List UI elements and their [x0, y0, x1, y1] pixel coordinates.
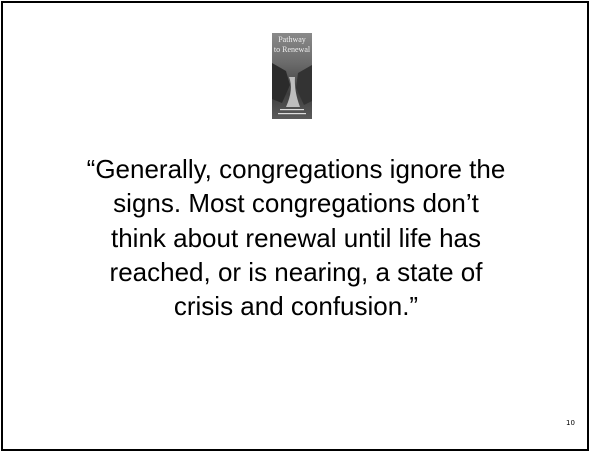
- quote-line: reached, or is nearing, a state of: [0, 255, 592, 289]
- cover-title: to Renewal: [274, 45, 311, 54]
- page: Pathway to Renewal “Generally, congregat…: [0, 0, 592, 445]
- quote-line: signs. Most congregations don’t: [0, 186, 592, 220]
- cover-author-line: [278, 113, 306, 114]
- cover-author-line: [280, 109, 304, 110]
- quote: “Generally, congregations ignore the sig…: [0, 152, 592, 323]
- quote-line: think about renewal until life has: [0, 221, 592, 255]
- quote-line: crisis and confusion.”: [0, 289, 592, 323]
- book-cover: Pathway to Renewal: [272, 33, 312, 119]
- cover-title: Pathway: [278, 35, 306, 44]
- page-number: 10: [566, 419, 575, 427]
- quote-line: “Generally, congregations ignore the: [0, 152, 592, 186]
